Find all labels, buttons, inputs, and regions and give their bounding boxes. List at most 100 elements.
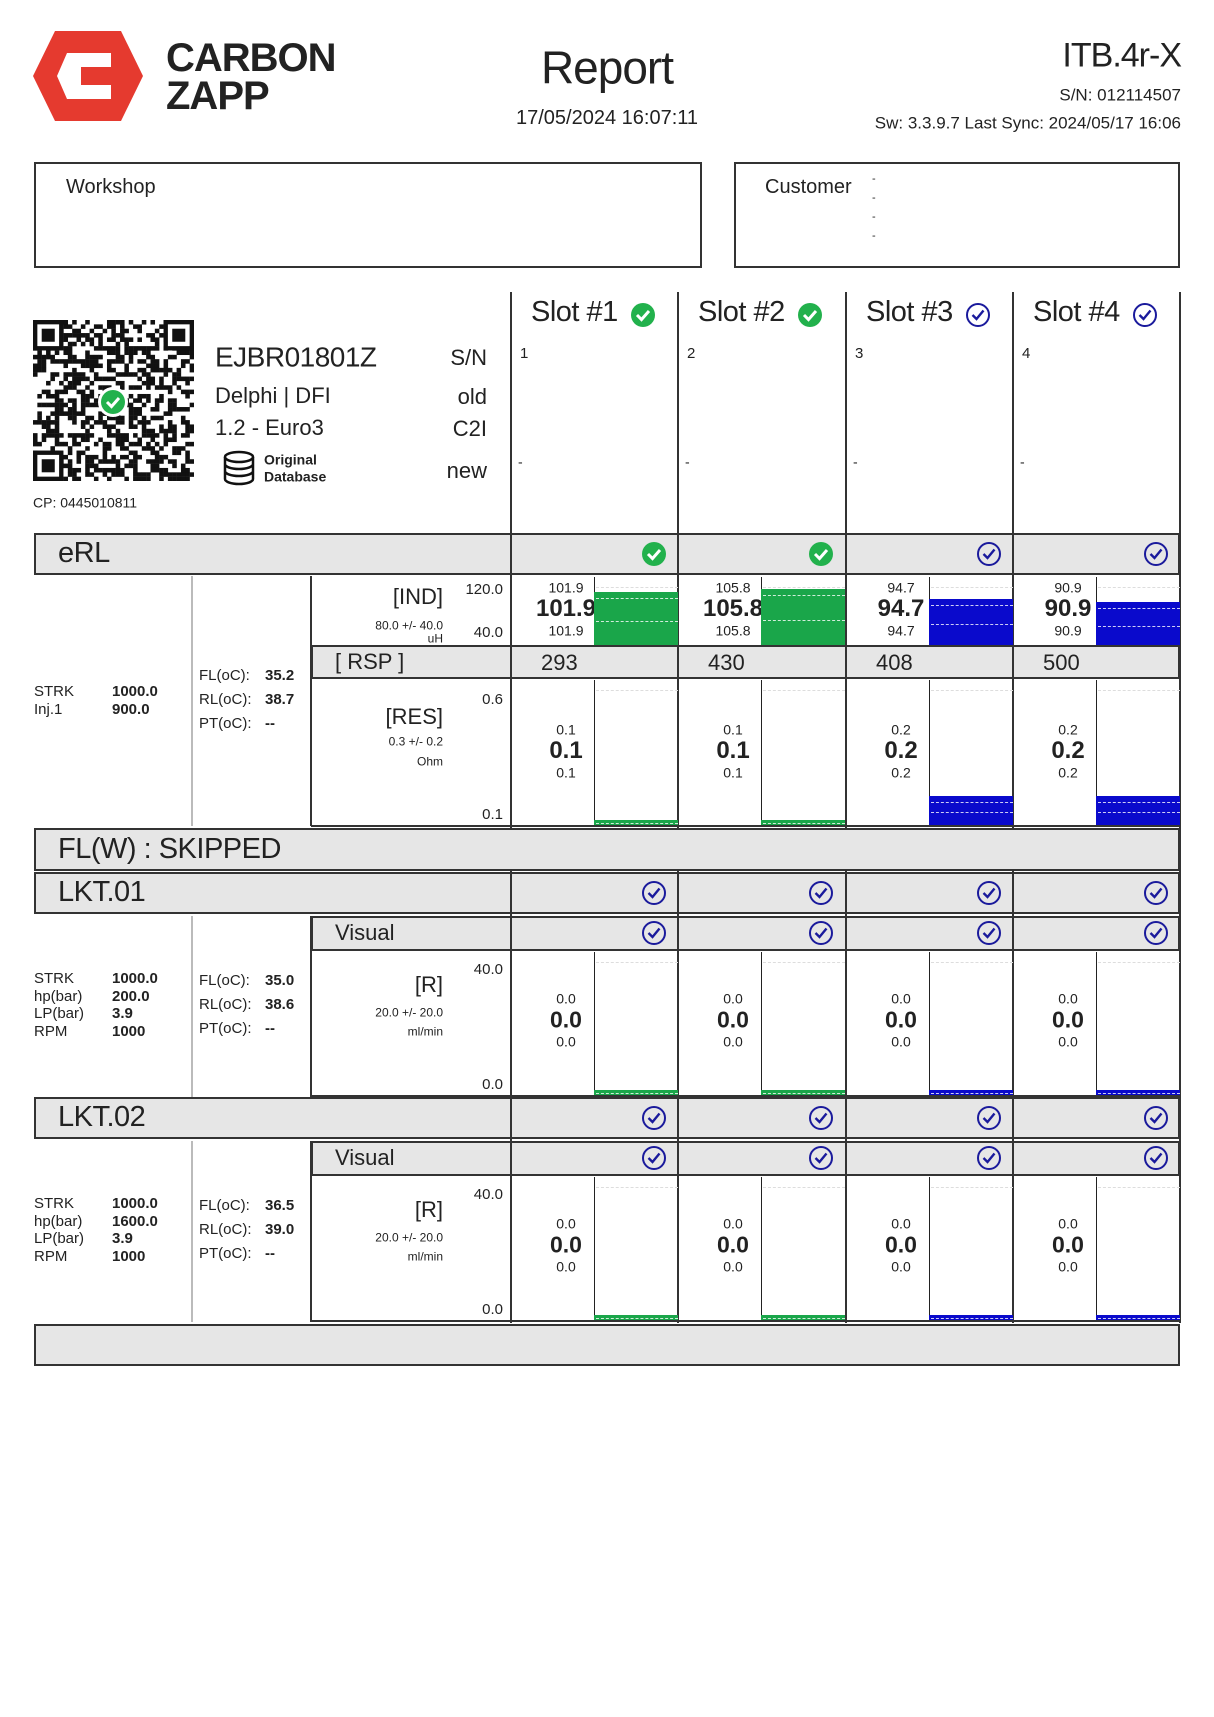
divider [310, 576, 312, 826]
bar-guide [931, 811, 1013, 813]
rsp-row [311, 645, 1180, 679]
bar [929, 598, 1013, 645]
workshop-label: Workshop [66, 176, 156, 198]
temp-value: 38.6 [265, 995, 295, 1013]
bar-guide [763, 822, 845, 824]
status-icon [1144, 542, 1168, 566]
injector-field: new [446, 457, 487, 483]
database-label: Original [264, 451, 317, 468]
bar-guide [763, 1092, 845, 1094]
injector-field: C2I [452, 415, 487, 441]
guide-line [1098, 587, 1180, 588]
divider [310, 916, 312, 1097]
scale-min: 0.0 [482, 1300, 503, 1318]
temp-name: FL(oC): [199, 666, 250, 684]
value-min: 0.0 [891, 1258, 911, 1275]
status-icon [642, 921, 666, 945]
value-max: 0.2 [1058, 721, 1078, 738]
bar-guide [1098, 1317, 1180, 1319]
status-icon [977, 881, 1001, 905]
column-line [1012, 292, 1014, 1323]
value-min: 0.2 [1058, 764, 1078, 781]
row-line [311, 1320, 1180, 1322]
bar-guide [596, 621, 678, 623]
column-line [510, 916, 512, 951]
temp-name: PT(oC): [199, 1244, 252, 1262]
cp-number: CP: 0445010811 [33, 494, 138, 511]
bar-guide [931, 624, 1013, 626]
measure-unit: ml/min [407, 1024, 443, 1039]
status-icon [1144, 1146, 1168, 1170]
value-max: 0.1 [556, 721, 576, 738]
test-header [34, 872, 1180, 914]
slot-name: Slot #2 [698, 296, 785, 329]
status-icon [798, 303, 822, 327]
param-value: 1000.0 [112, 969, 158, 987]
test-header-title: LKT.01 [58, 876, 146, 909]
temp-name: RL(oC): [199, 1220, 252, 1238]
sync-info: Sw: 3.3.9.7 Last Sync: 2024/05/17 16:06 [874, 113, 1181, 133]
status-icon [642, 542, 666, 566]
guide-line [931, 1187, 1013, 1188]
bar [929, 796, 1013, 825]
param-name: RPM [34, 1247, 68, 1265]
status-icon [642, 1106, 666, 1130]
status-icon [642, 881, 666, 905]
param-value: 1000.0 [112, 1194, 158, 1212]
divider [191, 916, 193, 1097]
slot-note: - [853, 453, 858, 470]
column-line [677, 872, 679, 914]
value-max: 0.0 [1058, 1215, 1078, 1232]
param-name: hp(bar) [34, 1212, 83, 1230]
injector-field: old [457, 383, 487, 409]
rsp-value: 408 [876, 649, 913, 675]
column-line [677, 533, 679, 575]
guide-line [1098, 962, 1180, 963]
slot-name: Slot #3 [866, 296, 953, 329]
measure-label: [ RSP ] [335, 648, 405, 674]
customer-line: - [872, 229, 876, 242]
bar-guide [596, 1092, 678, 1094]
bar-area [1096, 1177, 1180, 1320]
status-icon [1144, 1106, 1168, 1130]
param-value: 900.0 [112, 700, 150, 718]
visual-label: Visual [335, 919, 395, 945]
slot-serial: 3 [855, 344, 864, 362]
value-min: 0.1 [723, 764, 743, 781]
value-max: 0.0 [1058, 990, 1078, 1007]
slot-serial: 1 [520, 344, 529, 362]
value-main: 0.0 [717, 1231, 749, 1258]
guide-line [596, 962, 678, 963]
column-line [1012, 1141, 1014, 1176]
value-min: 94.7 [887, 622, 915, 639]
device-name: ITB.4r-X [1062, 36, 1182, 75]
value-max: 94.7 [887, 579, 915, 596]
bar-guide [1098, 1092, 1180, 1094]
column-line [1179, 292, 1181, 1323]
scale-min: 0.0 [482, 1075, 503, 1093]
column-line [677, 292, 679, 1323]
scale-max: 0.6 [482, 690, 503, 708]
measure-spec: 80.0 +/- 40.0 [375, 618, 443, 633]
param-name: STRK [34, 969, 75, 987]
sn-label: S/N [450, 344, 487, 370]
temp-name: PT(oC): [199, 1019, 252, 1037]
divider [310, 1141, 312, 1322]
scale-max: 40.0 [473, 960, 503, 978]
value-main: 0.1 [716, 736, 750, 764]
test-header-title: FL(W) : SKIPPED [58, 832, 281, 865]
bar-guide [1098, 802, 1180, 803]
value-max: 0.0 [891, 1215, 911, 1232]
injector-make: Delphi | DFI [215, 382, 331, 408]
guide-line [763, 587, 845, 588]
customer-box [734, 162, 1180, 268]
value-min: 0.0 [723, 1258, 743, 1275]
bar-guide [931, 1092, 1013, 1094]
status-icon [977, 921, 1001, 945]
value-min: 0.0 [891, 1033, 911, 1050]
measure-unit: Ohm [416, 754, 443, 769]
measure-label: [R] [414, 1196, 443, 1222]
qr-code [33, 320, 194, 481]
column-line [845, 292, 847, 1323]
column-line [1012, 533, 1014, 575]
